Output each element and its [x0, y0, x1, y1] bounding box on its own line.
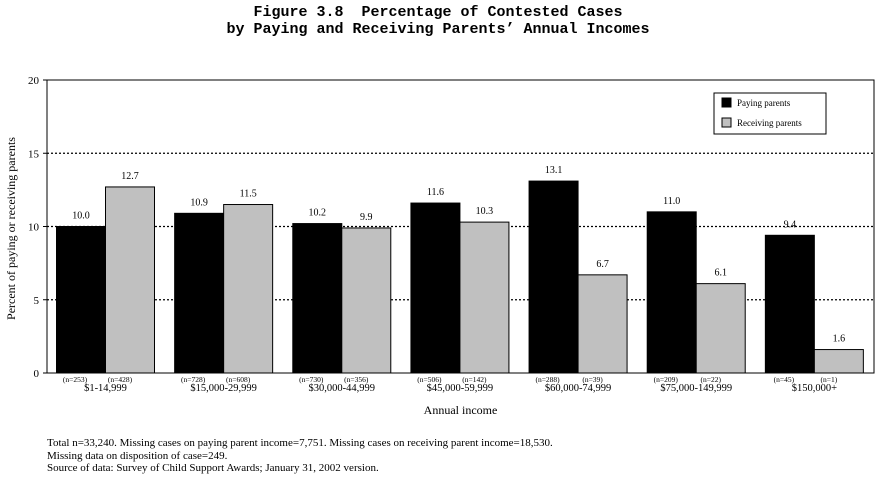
- data-label-receiving-0: 12.7: [121, 171, 139, 182]
- y-tick-label-15: 15: [28, 148, 40, 160]
- x-tick-label-1: $15,000-29,999: [190, 383, 257, 394]
- data-label-receiving-2: 9.9: [360, 212, 373, 223]
- bar-receiving-6: [813, 349, 864, 374]
- data-label-paying-1: 10.9: [190, 197, 208, 208]
- footnote-source: Source of data: Survey of Child Support …: [47, 462, 379, 474]
- n-label-receiving-0: (n=428): [108, 375, 133, 384]
- chart-title: Figure 3.8 Percentage of Contested Cases…: [0, 4, 876, 38]
- footnotes: Total n=33,240. Missing cases on paying …: [47, 437, 553, 475]
- data-label-receiving-5: 6.1: [714, 268, 727, 279]
- n-label-paying-5: (n=209): [654, 375, 679, 384]
- n-label-receiving-4: (n=39): [582, 375, 603, 384]
- legend-swatch-paying: [721, 97, 732, 108]
- n-label-receiving-1: (n=608): [226, 375, 251, 384]
- n-label-receiving-6: (n=1): [820, 375, 837, 384]
- bar-receiving-5: [695, 283, 746, 374]
- footnote-totals: Total n=33,240. Missing cases on paying …: [47, 437, 553, 449]
- bar-receiving-3: [459, 221, 510, 374]
- n-label-receiving-2: (n=356): [344, 375, 369, 384]
- data-label-receiving-4: 6.7: [596, 259, 609, 270]
- bar-receiving-0: [105, 186, 155, 374]
- n-label-paying-0: (n=253): [63, 375, 88, 384]
- data-label-receiving-6: 1.6: [833, 334, 846, 345]
- x-tick-label-0: $1-14,999: [84, 383, 127, 394]
- n-label-receiving-3: (n=142): [462, 375, 487, 384]
- data-label-paying-0: 10.0: [72, 211, 90, 222]
- data-label-paying-4: 13.1: [545, 165, 563, 176]
- y-tick-label-20: 20: [28, 75, 40, 87]
- legend-label-receiving: Receiving parents: [737, 118, 802, 128]
- bar-paying-0: [56, 226, 106, 374]
- y-tick-label-0: 0: [34, 368, 40, 380]
- x-tick-label-6: $150,000+: [792, 383, 837, 394]
- chart-title-line-2: by Paying and Receiving Parents’ Annual …: [226, 21, 650, 38]
- data-label-receiving-1: 11.5: [240, 189, 257, 200]
- data-label-paying-5: 11.0: [663, 196, 680, 207]
- bar-receiving-1: [223, 204, 274, 374]
- n-label-paying-1: (n=728): [181, 375, 206, 384]
- x-tick-label-3: $45,000-59,999: [427, 383, 494, 394]
- chart-title-line-1: Figure 3.8 Percentage of Contested Cases: [253, 4, 623, 21]
- bar-paying-2: [292, 223, 343, 374]
- n-label-receiving-5: (n=22): [700, 375, 721, 384]
- bar-paying-6: [764, 234, 815, 374]
- bar-paying-5: [646, 211, 697, 374]
- x-tick-label-4: $60,000-74,999: [545, 383, 612, 394]
- legend-box: [713, 92, 827, 135]
- bar-receiving-2: [341, 227, 392, 374]
- legend-swatch-receiving: [721, 117, 732, 128]
- legend-label-paying: Paying parents: [737, 98, 791, 108]
- y-tick-label-10: 10: [28, 222, 40, 234]
- n-label-paying-3: (n=506): [417, 375, 442, 384]
- bar-paying-4: [528, 180, 579, 374]
- bar-paying-3: [410, 202, 461, 374]
- data-label-paying-6: 9.4: [784, 219, 797, 230]
- footnote-missing: Missing data on disposition of case=249.: [47, 449, 228, 462]
- y-axis-label: Percent of paying or receiving parents: [4, 137, 18, 320]
- data-label-receiving-3: 10.3: [476, 206, 494, 217]
- x-tick-label-2: $30,000-44,999: [309, 383, 376, 394]
- data-label-paying-2: 10.2: [309, 208, 327, 219]
- n-label-paying-6: (n=45): [774, 375, 795, 384]
- n-label-paying-2: (n=730): [299, 375, 324, 384]
- data-label-paying-3: 11.6: [427, 187, 444, 198]
- y-tick-label-5: 5: [34, 295, 40, 307]
- bar-receiving-4: [577, 274, 628, 374]
- bar-paying-1: [174, 212, 225, 374]
- x-axis-label: Annual income: [424, 403, 498, 417]
- n-label-paying-4: (n=288): [535, 375, 560, 384]
- x-tick-label-5: $75,000-149,999: [660, 383, 732, 394]
